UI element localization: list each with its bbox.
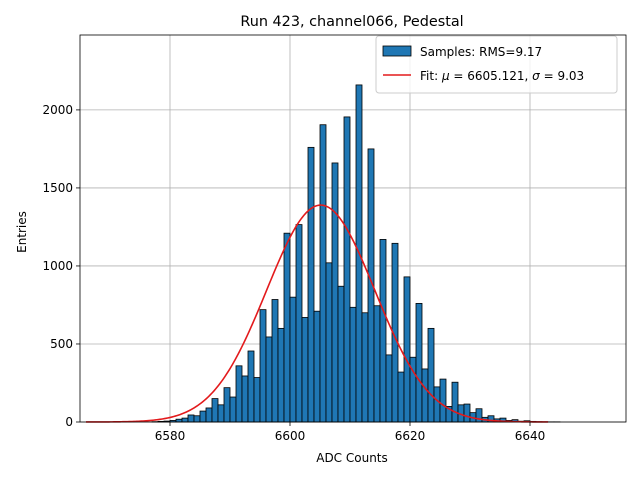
histogram-bars xyxy=(151,84,561,423)
histogram-bar xyxy=(247,350,255,423)
histogram-bar xyxy=(289,296,297,423)
fit-curve-layer xyxy=(86,204,549,423)
y-tick-label-1: 500 xyxy=(50,337,73,351)
histogram-bar xyxy=(217,404,225,423)
histogram-bar xyxy=(349,306,357,423)
histogram-bar xyxy=(433,386,441,423)
legend-fit-sigma: σ xyxy=(532,69,540,83)
histogram-bar xyxy=(331,162,339,423)
y-tick-label-4: 2000 xyxy=(42,103,73,117)
histogram-bar xyxy=(343,116,351,423)
chart-title: Run 423, channel066, Pedestal xyxy=(240,14,463,30)
legend-fit-label: Fit: μ = 6605.121, σ = 9.03 xyxy=(420,69,584,83)
histogram-bar xyxy=(277,327,285,423)
histogram-bar xyxy=(373,305,381,423)
histogram-bar xyxy=(337,285,345,423)
x-axis-label: ADC Counts xyxy=(316,451,388,465)
y-tick-label-3: 1500 xyxy=(42,181,73,195)
histogram-bar xyxy=(307,146,315,423)
histogram-bar xyxy=(259,309,267,423)
histogram-bar xyxy=(421,368,429,423)
histogram-bar xyxy=(229,396,237,423)
legend-hist-label: Samples: RMS=9.17 xyxy=(420,45,542,59)
histogram-bar xyxy=(295,224,303,423)
x-tick-label-2: 6620 xyxy=(395,429,426,443)
histogram-bar xyxy=(463,403,471,423)
histogram-bar xyxy=(181,417,189,423)
histogram-bar xyxy=(379,239,387,423)
histogram-bar xyxy=(427,327,435,423)
legend-fit-mu: μ xyxy=(441,69,450,83)
histogram-bar xyxy=(451,381,459,423)
histogram-bar xyxy=(325,262,333,423)
axis-ticks: 6580 6600 6620 6640 0 500 1000 1500 2000 xyxy=(42,103,545,443)
histogram-bar xyxy=(301,317,309,423)
histogram-bar xyxy=(199,410,207,423)
histogram-bar xyxy=(403,276,411,423)
histogram-bar xyxy=(223,387,231,423)
y-tick-label-2: 1000 xyxy=(42,259,73,273)
histogram-bar xyxy=(211,398,219,423)
x-tick-label-3: 6640 xyxy=(515,429,546,443)
histogram-bar xyxy=(313,310,321,423)
histogram-bar xyxy=(235,365,243,423)
histogram-bar xyxy=(415,303,423,423)
histogram-bar xyxy=(193,415,201,423)
histogram-bar xyxy=(205,407,213,423)
x-tick-label-1: 6600 xyxy=(275,429,306,443)
x-tick-label-0: 6580 xyxy=(155,429,186,443)
legend-box xyxy=(375,35,618,94)
histogram-bar xyxy=(283,232,291,423)
y-tick-label-0: 0 xyxy=(65,415,73,429)
histogram-bar xyxy=(397,371,405,423)
legend: Samples: RMS=9.17 Fit: μ = 6605.121, σ =… xyxy=(375,35,618,94)
histogram-bar xyxy=(241,375,249,423)
y-axis-label: Entries xyxy=(15,211,29,253)
histogram-bar xyxy=(271,299,279,423)
histogram-bar xyxy=(187,414,195,423)
histogram-bar xyxy=(175,418,183,423)
fit-curve xyxy=(86,204,549,423)
legend-fit-suffix: = 9.03 xyxy=(540,69,584,83)
legend-fit-mid: = 6605.121, xyxy=(450,69,533,83)
plot-frame xyxy=(79,34,627,423)
histogram-bar xyxy=(385,354,393,423)
histogram-bar xyxy=(253,377,261,423)
histogram-bar xyxy=(439,378,447,423)
histogram-bar xyxy=(319,124,327,423)
legend-hist-swatch xyxy=(382,45,412,57)
histogram-bar xyxy=(265,336,273,423)
legend-fit-prefix: Fit: xyxy=(420,69,442,83)
histogram-bar xyxy=(361,312,369,423)
